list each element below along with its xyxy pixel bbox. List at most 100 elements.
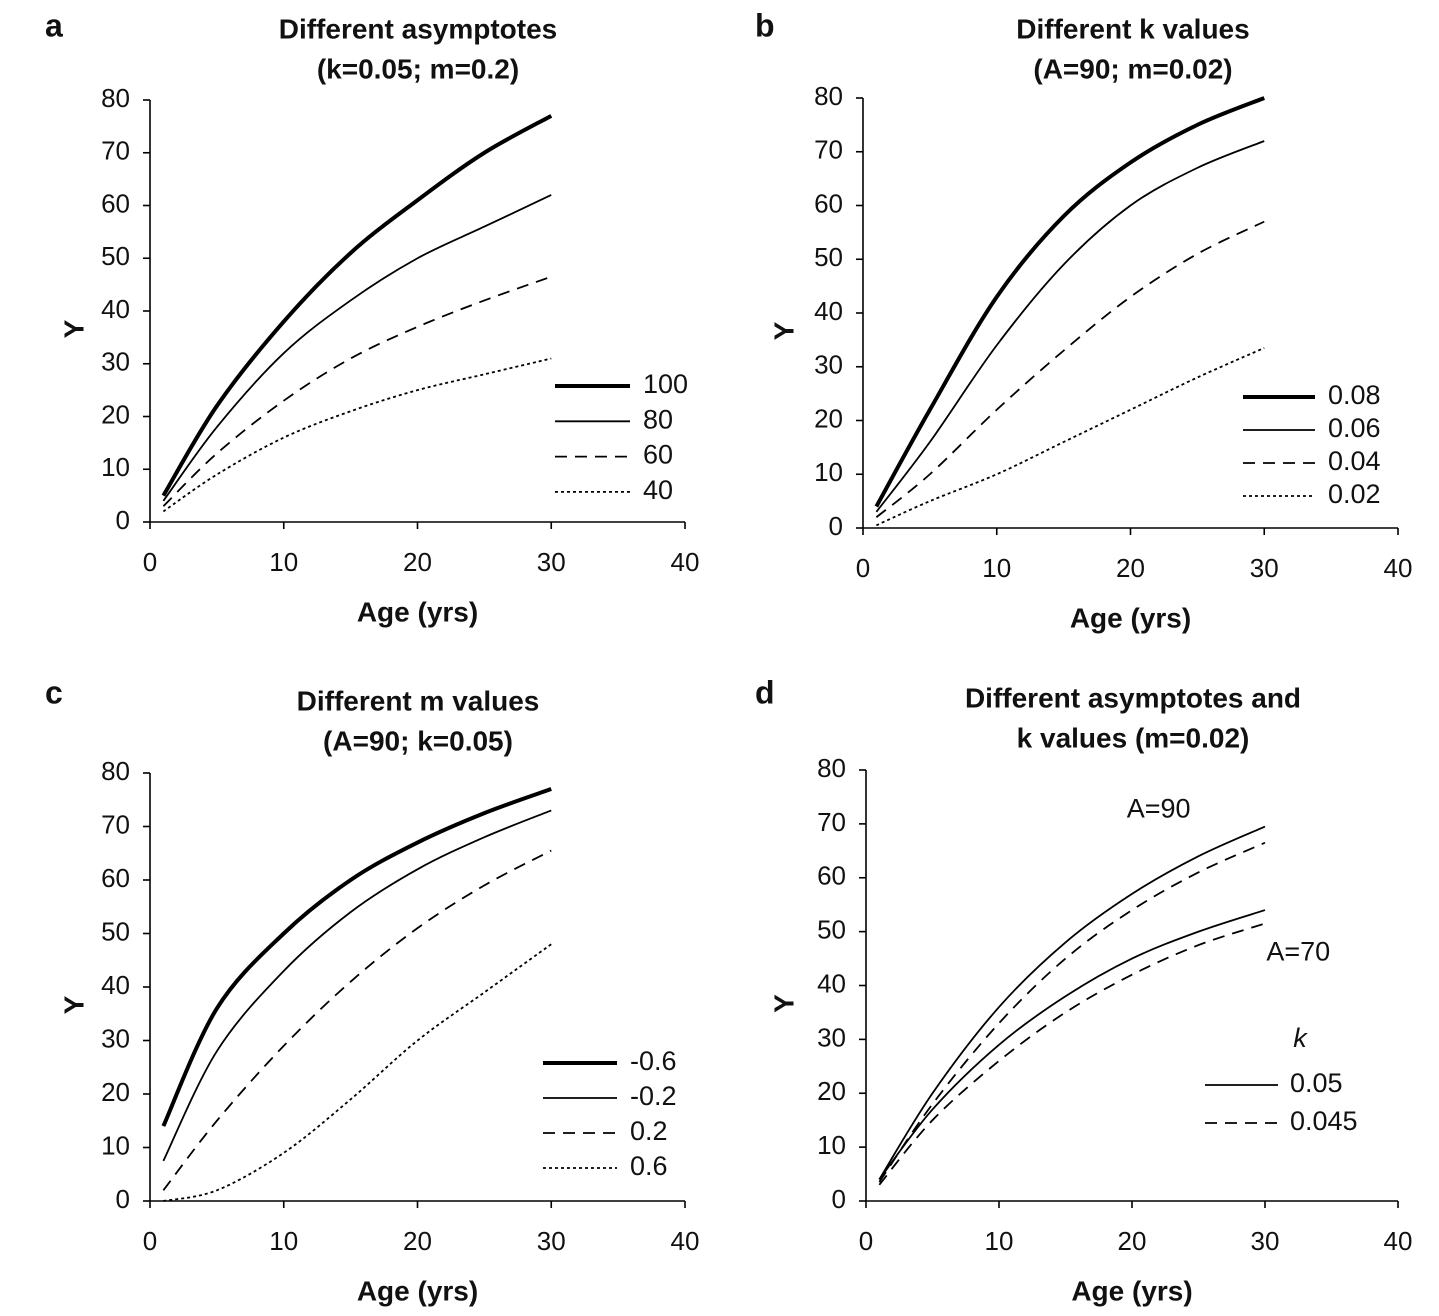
series-line	[161, 114, 553, 497]
legend-label: -0.2	[630, 1081, 677, 1111]
y-tick-label: 70	[101, 136, 130, 166]
y-tick-label: 10	[101, 452, 130, 482]
x-tick-label: 20	[1116, 553, 1145, 583]
panel-label: d	[755, 674, 775, 710]
y-tick-label: 60	[817, 861, 846, 891]
panel-label: b	[755, 7, 775, 43]
y-tick-label: 40	[101, 294, 130, 324]
chart-title: Different k values	[1016, 13, 1249, 44]
y-tick-label: 40	[817, 968, 846, 998]
series-line	[162, 275, 552, 507]
legend-label: 60	[643, 440, 673, 470]
legend-label: -0.6	[630, 1046, 677, 1076]
y-axis-label: Y	[58, 995, 89, 1014]
panel-label: c	[45, 674, 63, 710]
y-tick-label: 60	[101, 188, 130, 218]
legend-label: 0.04	[1328, 446, 1381, 476]
annotation: A=90	[1127, 794, 1191, 824]
series-line	[878, 922, 1266, 1186]
legend-label: 0.6	[630, 1151, 668, 1181]
series-line	[874, 96, 1265, 508]
y-tick-label: 80	[101, 83, 130, 113]
series-line	[162, 357, 552, 513]
series-line	[162, 809, 552, 1162]
series-line	[161, 787, 552, 1127]
legend-label: 0.05	[1290, 1068, 1343, 1098]
x-tick-label: 40	[671, 547, 700, 577]
y-tick-label: 70	[814, 135, 843, 165]
y-tick-label: 50	[101, 241, 130, 271]
x-axis-label: Age (yrs)	[1070, 602, 1191, 633]
y-tick-label: 30	[101, 1023, 130, 1053]
series-line	[875, 140, 1265, 513]
x-tick-label: 10	[985, 1226, 1014, 1256]
y-tick-label: 20	[817, 1076, 846, 1106]
y-axis-label: Y	[768, 994, 799, 1013]
y-tick-label: 0	[829, 511, 843, 541]
x-tick-label: 10	[982, 553, 1011, 583]
chart-title: Different asymptotes and	[965, 682, 1301, 713]
y-tick-label: 0	[116, 1184, 130, 1214]
legend-label: 0.08	[1328, 380, 1381, 410]
panel: c Different m values (A=90; k=0.05) 0 10 20 30…	[45, 674, 699, 1306]
x-tick-label: 40	[671, 1226, 700, 1256]
x-tick-label: 30	[537, 1226, 566, 1256]
x-tick-label: 0	[143, 1226, 157, 1256]
legend-label: 0.02	[1328, 479, 1381, 509]
x-axis-label: Age (yrs)	[357, 1275, 478, 1306]
x-tick-label: 30	[537, 547, 566, 577]
y-tick-label: 60	[814, 188, 843, 218]
y-tick-label: 40	[814, 296, 843, 326]
y-tick-label: 80	[101, 756, 130, 786]
x-tick-label: 20	[403, 547, 432, 577]
chart-title: (k=0.05; m=0.2)	[317, 53, 519, 84]
y-tick-label: 40	[101, 970, 130, 1000]
annotation: A=70	[1266, 936, 1330, 966]
legend-label: 100	[643, 369, 688, 399]
y-tick-label: 60	[101, 863, 130, 893]
chart-title: (A=90; m=0.02)	[1033, 53, 1232, 84]
x-tick-label: 10	[269, 547, 298, 577]
y-tick-label: 70	[101, 809, 130, 839]
x-tick-label: 0	[859, 1226, 873, 1256]
y-tick-label: 0	[116, 505, 130, 535]
panel: a Different asymptotes (k=0.05; m=0.2) 0 10 2…	[45, 7, 699, 627]
chart-title: k values (m=0.02)	[1017, 722, 1250, 753]
chart-title: Different m values	[297, 685, 540, 716]
x-tick-label: 0	[143, 547, 157, 577]
x-tick-label: 40	[1384, 1226, 1413, 1256]
legend-label: 0.06	[1328, 413, 1381, 443]
y-tick-label: 80	[814, 81, 843, 111]
legend-title: k	[1293, 1023, 1308, 1053]
y-tick-label: 10	[101, 1130, 130, 1160]
y-tick-label: 30	[814, 350, 843, 380]
x-tick-label: 20	[1118, 1226, 1147, 1256]
y-axis-label: Y	[768, 321, 799, 340]
y-tick-label: 20	[814, 403, 843, 433]
chart-title: (A=90; k=0.05)	[323, 725, 513, 756]
x-tick-label: 0	[856, 553, 870, 583]
legend-label: 0.045	[1290, 1106, 1358, 1136]
y-tick-label: 30	[817, 1022, 846, 1052]
series-line	[163, 943, 552, 1202]
series-line	[878, 841, 1266, 1183]
panel: b Different k values (A=90; m=0.02) 0 10 20 30…	[755, 7, 1412, 633]
legend-label: 0.2	[630, 1116, 668, 1146]
x-tick-label: 10	[269, 1226, 298, 1256]
series-line	[878, 825, 1266, 1180]
x-tick-label: 40	[1384, 553, 1413, 583]
panel: d Different asymptotes and k values (m=0.0…	[755, 674, 1412, 1306]
series-line	[875, 220, 1265, 518]
series-line	[162, 849, 552, 1191]
x-axis-label: Age (yrs)	[357, 596, 478, 627]
y-tick-label: 50	[101, 916, 130, 946]
y-tick-label: 50	[814, 242, 843, 272]
y-tick-label: 70	[817, 807, 846, 837]
y-tick-label: 30	[101, 347, 130, 377]
y-tick-label: 80	[817, 753, 846, 783]
legend-label: 40	[643, 475, 673, 505]
series-line	[878, 909, 1266, 1180]
y-tick-label: 50	[817, 915, 846, 945]
chart-title: Different asymptotes	[279, 13, 558, 44]
